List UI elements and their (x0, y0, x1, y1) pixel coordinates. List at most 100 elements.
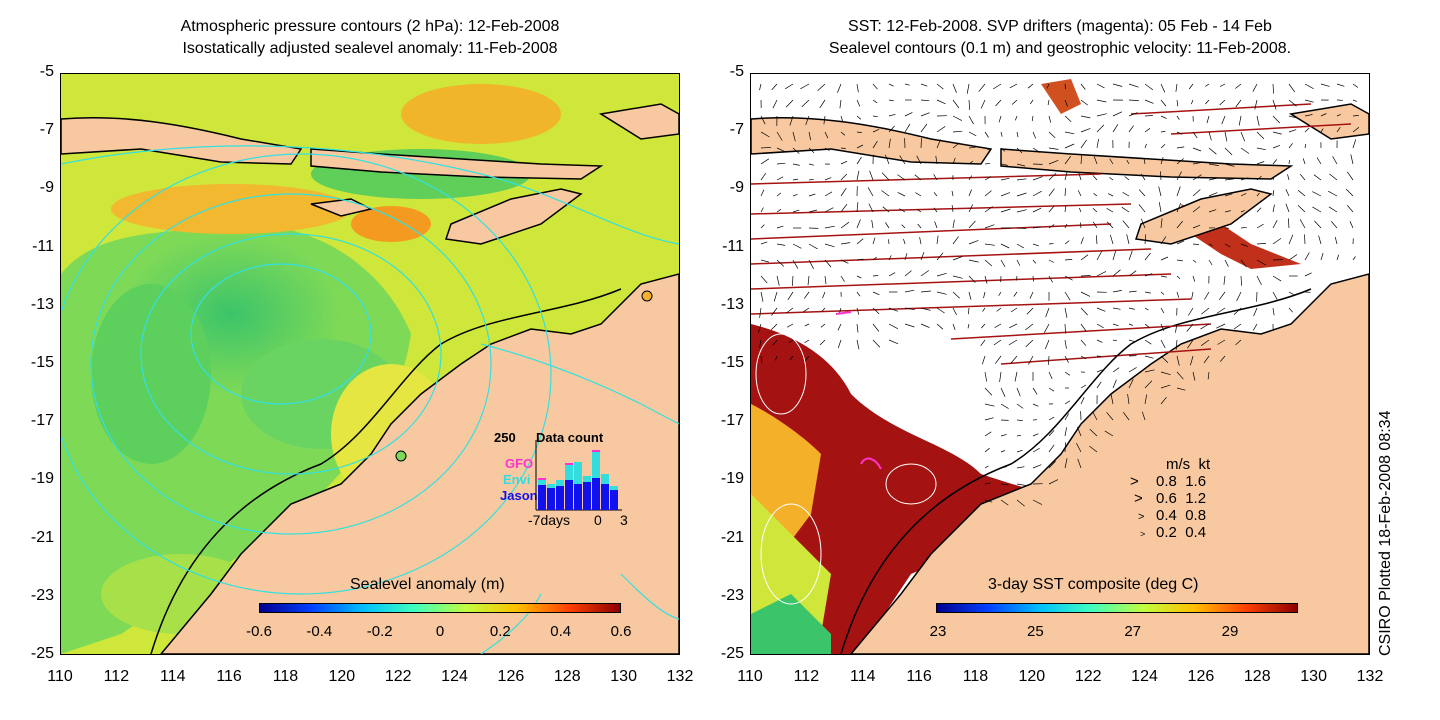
velocity-vector (820, 323, 826, 328)
velocity-vector (916, 155, 922, 165)
velocity-vector (1112, 367, 1120, 373)
velocity-vector (1192, 206, 1201, 213)
velocity-vector (840, 275, 845, 282)
velocity-vector (1048, 275, 1053, 283)
velocity-vector (872, 323, 880, 332)
velocity-vector (1144, 234, 1147, 245)
y-tick-label: -17 (30, 412, 54, 430)
velocity-vector (776, 176, 784, 181)
velocity-vector (935, 155, 938, 165)
velocity-vector (1126, 234, 1130, 245)
velocity-vector (1349, 221, 1354, 229)
velocity-vector (1112, 339, 1117, 342)
velocity-vector (1096, 339, 1103, 343)
velocity-vector (968, 175, 972, 181)
velocity-vector (1016, 449, 1023, 453)
velocity-vector (1144, 369, 1155, 373)
velocity-vector (788, 339, 794, 343)
velocity-vector (919, 237, 922, 245)
velocity-vector (1160, 371, 1171, 376)
colorbar-tick-label: -0.2 (366, 623, 393, 640)
velocity-vector (760, 189, 765, 197)
velocity-vector (775, 355, 778, 361)
velocity-vector (839, 307, 842, 314)
velocity-vector (1334, 236, 1338, 245)
velocity-vector (1253, 307, 1258, 317)
velocity-vector (1078, 172, 1082, 181)
y-tick-label: -9 (39, 179, 54, 197)
velocity-vector (1224, 131, 1228, 142)
velocity-vector (1192, 189, 1201, 197)
velocity-vector (984, 447, 990, 453)
velocity-vector (1096, 83, 1105, 89)
velocity-vector (792, 178, 799, 181)
java-island-right (751, 116, 993, 165)
velocity-vector (1016, 466, 1025, 469)
velocity-vector (1000, 466, 1007, 469)
velocity-vector (1352, 115, 1359, 117)
velocity-vector (968, 291, 972, 300)
velocity-vector (1064, 131, 1075, 135)
velocity-vector (1048, 115, 1052, 123)
velocity-vector (1188, 83, 1194, 90)
velocity-vector (808, 163, 814, 166)
velocity-vector (1345, 188, 1354, 197)
velocity-vector (920, 251, 925, 261)
velocity-vector (1272, 204, 1275, 213)
velocity-vector (1190, 355, 1194, 366)
velocity-vector (1160, 384, 1171, 389)
velocity-vector (1046, 83, 1050, 89)
velocity-vector (952, 115, 962, 121)
velocity-vector (792, 147, 800, 154)
velocity-vector (1032, 275, 1034, 282)
velocity-vector (968, 307, 970, 315)
velocity-vector (1176, 99, 1179, 107)
velocity-vector (771, 83, 778, 91)
velocity-vector (840, 173, 847, 181)
velocity-vector (1029, 291, 1034, 299)
velocity-vector (984, 224, 995, 229)
velocity-vector (1032, 447, 1040, 453)
velocity-vector (1302, 158, 1306, 165)
velocity-vector (1064, 427, 1067, 437)
y-tick-label: -11 (32, 237, 54, 255)
y-tick-label: -17 (720, 412, 744, 430)
velocity-vector (1048, 355, 1050, 365)
velocity-vector (824, 225, 835, 229)
velocity-vector (1080, 139, 1087, 149)
right-map-graphic (751, 74, 1369, 654)
velocity-vector (903, 238, 906, 245)
velocity-vector (1032, 176, 1043, 181)
velocity-vector (804, 323, 810, 327)
velocity-vector (1208, 147, 1217, 155)
velocity-vector (1288, 129, 1297, 133)
velocity-vector (1080, 99, 1089, 106)
velocity-vectors (758, 83, 1360, 507)
velocity-vector (1064, 223, 1068, 229)
velocity-vector (1078, 207, 1082, 213)
velocity-vector (1064, 307, 1068, 318)
velocity-vector (872, 339, 881, 348)
velocity-vector (819, 339, 826, 346)
velocity-vector (952, 157, 956, 165)
velocity-vector (1112, 323, 1119, 327)
velocity-vector (1144, 291, 1151, 294)
velocity-vector (1205, 99, 1210, 105)
velocity-vector (920, 138, 922, 149)
velocity-vector (1092, 221, 1098, 229)
velocity-vector (1144, 252, 1151, 261)
velocity-vector (1160, 275, 1167, 278)
velocity-vector (888, 339, 899, 345)
velocity-vector (1160, 396, 1167, 405)
velocity-vector (1000, 243, 1010, 249)
left-title-line2: Isostatically adjusted sealevel anomaly:… (182, 40, 558, 57)
velocity-vector (1031, 115, 1034, 122)
velocity-vector (1272, 115, 1281, 124)
velocity-vector (984, 131, 989, 138)
velocity-vector (1027, 83, 1034, 89)
velocity-vector (1176, 220, 1183, 229)
station-marker-a (395, 450, 407, 462)
velocity-vector (1256, 259, 1266, 266)
velocity-vector (1122, 220, 1130, 229)
velocity-vector (1032, 207, 1042, 213)
